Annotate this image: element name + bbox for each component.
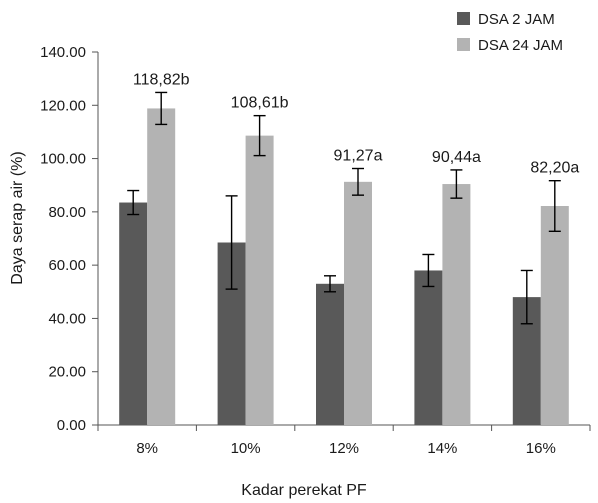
data-label: 118,82b bbox=[133, 71, 190, 88]
bar bbox=[119, 202, 148, 425]
bar bbox=[147, 108, 176, 426]
x-tick-label: 16% bbox=[526, 440, 556, 457]
legend-swatch bbox=[457, 38, 470, 51]
data-label: 91,27a bbox=[334, 148, 383, 165]
x-tick-label: 12% bbox=[329, 440, 359, 457]
y-tick-label: 0.00 bbox=[57, 417, 86, 434]
legend: DSA 2 JAM DSA 24 JAM bbox=[457, 11, 563, 54]
data-label: 82,20a bbox=[530, 160, 579, 177]
y-axis-label: Daya serap air (%) bbox=[9, 151, 26, 284]
bar bbox=[245, 135, 274, 425]
y-tick-label: 40.00 bbox=[48, 310, 86, 327]
legend-swatch bbox=[457, 12, 470, 25]
y-tick-label: 20.00 bbox=[48, 364, 86, 381]
y-tick-label: 60.00 bbox=[48, 257, 86, 274]
x-tick-label: 8% bbox=[136, 440, 158, 457]
legend-label: DSA 2 JAM bbox=[478, 11, 555, 28]
x-axis-label: Kadar perekat PF bbox=[241, 482, 367, 499]
bar bbox=[540, 205, 569, 425]
bar bbox=[442, 184, 471, 425]
x-axis: 8% 10% 12% 14% 16% bbox=[97, 424, 591, 457]
data-label: 90,44a bbox=[432, 149, 481, 166]
bar bbox=[316, 283, 344, 425]
data-label: 108,61b bbox=[231, 95, 289, 112]
y-tick-label: 100.00 bbox=[40, 151, 86, 168]
y-tick-label: 80.00 bbox=[48, 204, 86, 221]
legend-label: DSA 24 JAM bbox=[478, 37, 563, 54]
x-tick-label: 14% bbox=[427, 440, 457, 457]
bar bbox=[344, 181, 372, 425]
y-axis: 0.00 20.00 40.00 60.00 80.00 100.00 120.00 140.… bbox=[40, 44, 99, 434]
x-tick-label: 10% bbox=[231, 440, 261, 457]
y-tick-label: 120.00 bbox=[40, 97, 86, 114]
y-tick-label: 140.00 bbox=[40, 44, 86, 61]
bar bbox=[414, 270, 443, 425]
bars-group: 118,82b 108,61b 91,27a 90,44a 82,20a bbox=[119, 71, 579, 426]
